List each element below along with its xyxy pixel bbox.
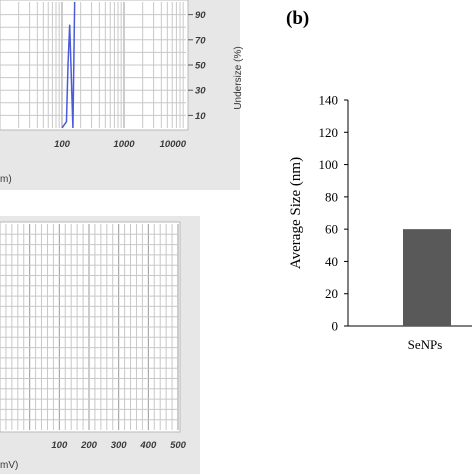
panel-b-label: (b) [286,8,309,29]
size-distribution-xlabel-fragment: m) [0,174,12,185]
average-size-y-tick: 120 [319,125,339,140]
bar-senps [403,229,451,326]
size-distribution-y-tick: 10 [195,111,206,122]
average-size-y-tick: 40 [325,254,338,269]
zeta-potential-xlabel-fragment: mV) [0,460,18,471]
size-distribution-y-tick: 30 [195,86,206,97]
average-size-y-tick: 20 [325,286,338,301]
size-distribution-y-tick: 50 [195,61,206,72]
average-size-ticks: 0 20 40 60 80 100 120 140 [319,93,348,334]
category-label-senps: SeNPs [408,337,443,352]
zeta-potential-x-tick: 400 [139,440,157,451]
size-distribution-y-tick: 90 [195,10,206,21]
average-size-axis-label: Average Size (nm) [288,157,304,269]
size-distribution-x-tick: 1000 [113,139,135,150]
zeta-potential-x-tick: 100 [51,440,68,451]
size-distribution-x-tick: 100 [54,139,71,150]
zeta-potential-grid [0,224,179,430]
zeta-potential-x-tick: 200 [80,440,98,451]
average-size-y-tick: 80 [325,189,338,204]
size-distribution-x-tick: 10000 [160,139,187,150]
average-size-y-tick: 100 [319,157,339,172]
size-distribution-ticks: 100 1000 10000 90 70 50 30 10 [54,10,206,150]
size-distribution-grid [0,2,186,128]
zeta-potential-x-tick: 300 [111,440,128,451]
size-distribution-curve [61,1,76,129]
average-size-y-tick: 140 [319,93,339,108]
zeta-potential-x-tick: 500 [170,440,187,451]
average-size-y-tick: 60 [325,222,338,237]
zeta-potential-ticks: 100 200 300 400 500 [51,440,186,451]
undersize-axis-label: Undersize (%) [233,46,244,109]
size-distribution-y-tick: 70 [195,35,206,46]
average-size-y-tick: 0 [332,319,339,334]
